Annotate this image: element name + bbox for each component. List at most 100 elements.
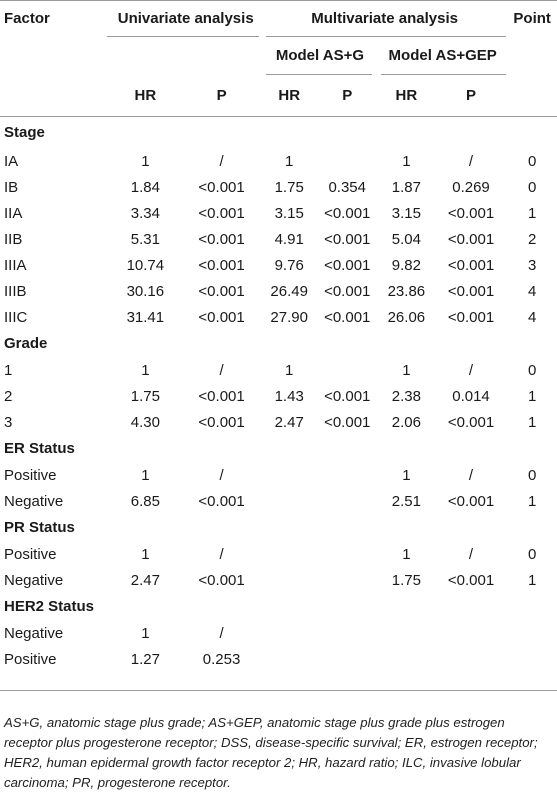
cell-asgep-hr: 1 — [402, 466, 411, 484]
cell-asgep-p: / — [468, 545, 474, 563]
cell-point — [507, 620, 557, 646]
cell-uni-hr: 1 — [141, 624, 150, 642]
cell-uni-hr: 3.34 — [130, 204, 160, 222]
header-asg-p: P — [342, 86, 353, 104]
cell-asgep-p — [435, 620, 508, 646]
cell-point: 4 — [527, 282, 537, 300]
header-empty-point-2 — [507, 74, 557, 116]
top-rule — [0, 0, 557, 1]
cell-point: 0 — [527, 545, 537, 563]
cell-factor: IB — [4, 178, 19, 196]
cell-asg-hr: 9.76 — [274, 256, 304, 274]
cell-factor: Positive — [4, 545, 57, 563]
cell-point: 1 — [527, 571, 537, 589]
section-header-row: Stage — [0, 116, 557, 148]
cell-asg-hr: 27.90 — [270, 308, 308, 326]
cell-asg-hr: 2.47 — [274, 413, 304, 431]
cell-asg-hr: 3.15 — [274, 204, 304, 222]
cell-uni-p: / — [219, 624, 224, 642]
hazard-ratio-table: Factor Univariate analysis Multivariate … — [0, 0, 557, 672]
cell-uni-hr: 10.74 — [126, 256, 165, 274]
cell-point: 3 — [527, 256, 537, 274]
cell-uni-p: 0.253 — [202, 650, 241, 668]
cell-asgep-p: <0.001 — [447, 204, 495, 222]
cell-point: 0 — [527, 178, 537, 196]
univariate-underline — [107, 36, 259, 37]
cell-uni-hr: 5.31 — [130, 230, 160, 248]
header-row-1: Factor Univariate analysis Multivariate … — [0, 0, 557, 36]
section-title: HER2 Status — [4, 598, 95, 615]
header-point: Point — [513, 9, 551, 27]
cell-asgep-p: <0.001 — [447, 571, 495, 589]
header-row-3: HR P HR P HR P — [0, 74, 557, 116]
cell-asg-p — [316, 357, 378, 383]
cell-asg-p — [316, 567, 378, 593]
cell-uni-hr: 2.47 — [130, 571, 160, 589]
table-row: IA 1 / 1 1 / 0 — [0, 148, 557, 174]
cell-uni-p: / — [219, 152, 224, 170]
cell-asg-p: 0.354 — [328, 178, 366, 196]
table-row: Positive 1.27 0.253 — [0, 646, 557, 672]
header-empty-uni-p — [181, 36, 262, 74]
table-bottom-rule — [0, 690, 557, 691]
section-header-row: Grade — [0, 330, 557, 357]
cell-asgep-hr: 5.04 — [391, 230, 421, 248]
cell-factor: 3 — [4, 413, 13, 431]
cell-asgep-p: <0.001 — [447, 413, 495, 431]
cell-asgep-hr: 1 — [402, 545, 411, 563]
cell-asgep-hr — [378, 620, 435, 646]
cell-asgep-hr: 1 — [402, 361, 411, 379]
cell-uni-p: <0.001 — [198, 178, 245, 196]
cell-point — [507, 646, 557, 672]
cell-asg-hr: 1 — [285, 152, 294, 170]
cell-point: 1 — [527, 387, 537, 405]
table-row: IIIC 31.41 <0.001 27.90 <0.001 26.06 <0.001 4 — [0, 304, 557, 330]
cell-asg-p — [316, 462, 378, 488]
cell-asgep-p: 0.269 — [452, 178, 490, 196]
cell-asgep-hr: 1.87 — [391, 178, 421, 196]
header-empty-factor — [0, 36, 110, 74]
asgep-underline — [381, 74, 506, 75]
cell-uni-p: <0.001 — [198, 256, 245, 274]
cell-uni-hr: 1 — [141, 545, 150, 563]
cell-asg-p: <0.001 — [324, 308, 371, 326]
cell-asgep-p: <0.001 — [447, 492, 495, 510]
cell-asgep-p: 0.014 — [452, 387, 490, 405]
cell-asg-hr: 4.91 — [274, 230, 304, 248]
section-title: ER Status — [4, 440, 75, 457]
cell-asgep-hr: 1.75 — [391, 571, 421, 589]
cell-uni-hr: 1 — [141, 466, 150, 484]
cell-asg-p — [316, 148, 378, 174]
table-row: Negative 2.47 <0.001 1.75 <0.001 1 — [0, 567, 557, 593]
cell-uni-hr: 30.16 — [126, 282, 165, 300]
cell-factor: IIA — [4, 204, 23, 222]
cell-factor: IA — [4, 152, 19, 170]
cell-factor: IIIB — [4, 282, 27, 300]
cell-asgep-p: <0.001 — [447, 282, 495, 300]
header-factor: Factor — [4, 9, 50, 27]
cell-asgep-p: / — [468, 466, 474, 484]
cell-asg-hr — [262, 488, 317, 514]
cell-uni-p: <0.001 — [198, 308, 245, 326]
cell-uni-hr: 1.75 — [130, 387, 160, 405]
cell-uni-p: / — [219, 466, 224, 484]
cell-asgep-hr: 23.86 — [387, 282, 426, 300]
table-row: IIIA 10.74 <0.001 9.76 <0.001 9.82 <0.001 3 — [0, 252, 557, 278]
cell-factor: Negative — [4, 492, 64, 510]
header-model-asgep: Model AS+GEP — [388, 46, 497, 64]
header-uni-p: P — [216, 86, 227, 104]
section-title: PR Status — [4, 519, 75, 536]
table-row: Negative 1 / — [0, 620, 557, 646]
cell-asgep-hr: 9.82 — [391, 256, 421, 274]
header-model-asg: Model AS+G — [275, 46, 365, 64]
table-row: Positive 1 / 1 / 0 — [0, 462, 557, 488]
cell-factor: IIIC — [4, 308, 28, 326]
cell-asgep-hr: 26.06 — [387, 308, 426, 326]
cell-point: 2 — [527, 230, 537, 248]
cell-asgep-hr: 2.51 — [391, 492, 421, 510]
cell-uni-p: <0.001 — [198, 571, 245, 589]
cell-asg-hr — [262, 567, 317, 593]
cell-asg-p: <0.001 — [324, 282, 371, 300]
header-multivariate-label: Multivariate analysis — [311, 9, 458, 27]
